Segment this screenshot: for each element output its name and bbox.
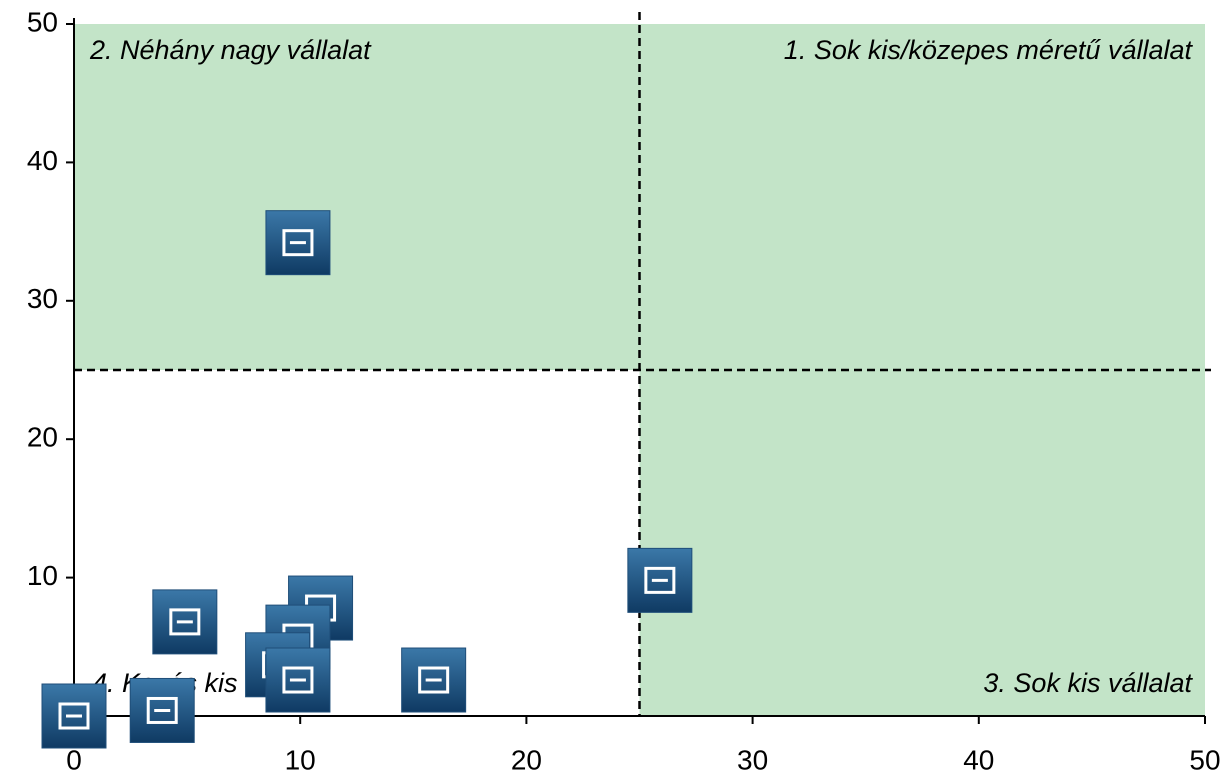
points: [41, 210, 693, 749]
icon-marker: [129, 677, 195, 743]
axes: 0102030405001020304050: [27, 6, 1221, 775]
icon-glyph: [418, 666, 450, 694]
y-tick-label: 20: [27, 422, 58, 453]
icon-marker: [152, 589, 218, 655]
x-tick-label: 50: [1189, 744, 1220, 775]
x-tick-label: 30: [737, 744, 768, 775]
icon-glyph: [58, 702, 90, 730]
y-tick-label: 50: [27, 6, 58, 37]
x-tick-label: 40: [963, 744, 994, 775]
quadrant-label: 1. Sok kis/közepes méretű vállalat: [784, 35, 1194, 65]
icon-marker: [265, 210, 331, 276]
icon-glyph: [146, 696, 178, 724]
quadrant-label: 2. Néhány nagy vállalat: [89, 35, 372, 65]
icon-glyph: [644, 566, 676, 594]
quadrant-label: 3. Sok kis vállalat: [983, 668, 1193, 698]
icon-glyph: [282, 666, 314, 694]
icon-body: [627, 547, 693, 613]
icon-glyph: [282, 229, 314, 257]
icon-glyph: [169, 608, 201, 636]
y-tick-label: 30: [27, 283, 58, 314]
icon-marker: [627, 547, 693, 613]
icon-marker: [41, 683, 107, 749]
y-tick-label: 40: [27, 145, 58, 176]
icon-marker: [401, 647, 467, 713]
x-tick-label: 0: [66, 744, 82, 775]
x-tick-label: 10: [285, 744, 316, 775]
icon-marker: [265, 647, 331, 713]
x-tick-label: 20: [511, 744, 542, 775]
y-tick-label: 10: [27, 560, 58, 591]
shaded-quadrant: [639, 370, 1205, 716]
